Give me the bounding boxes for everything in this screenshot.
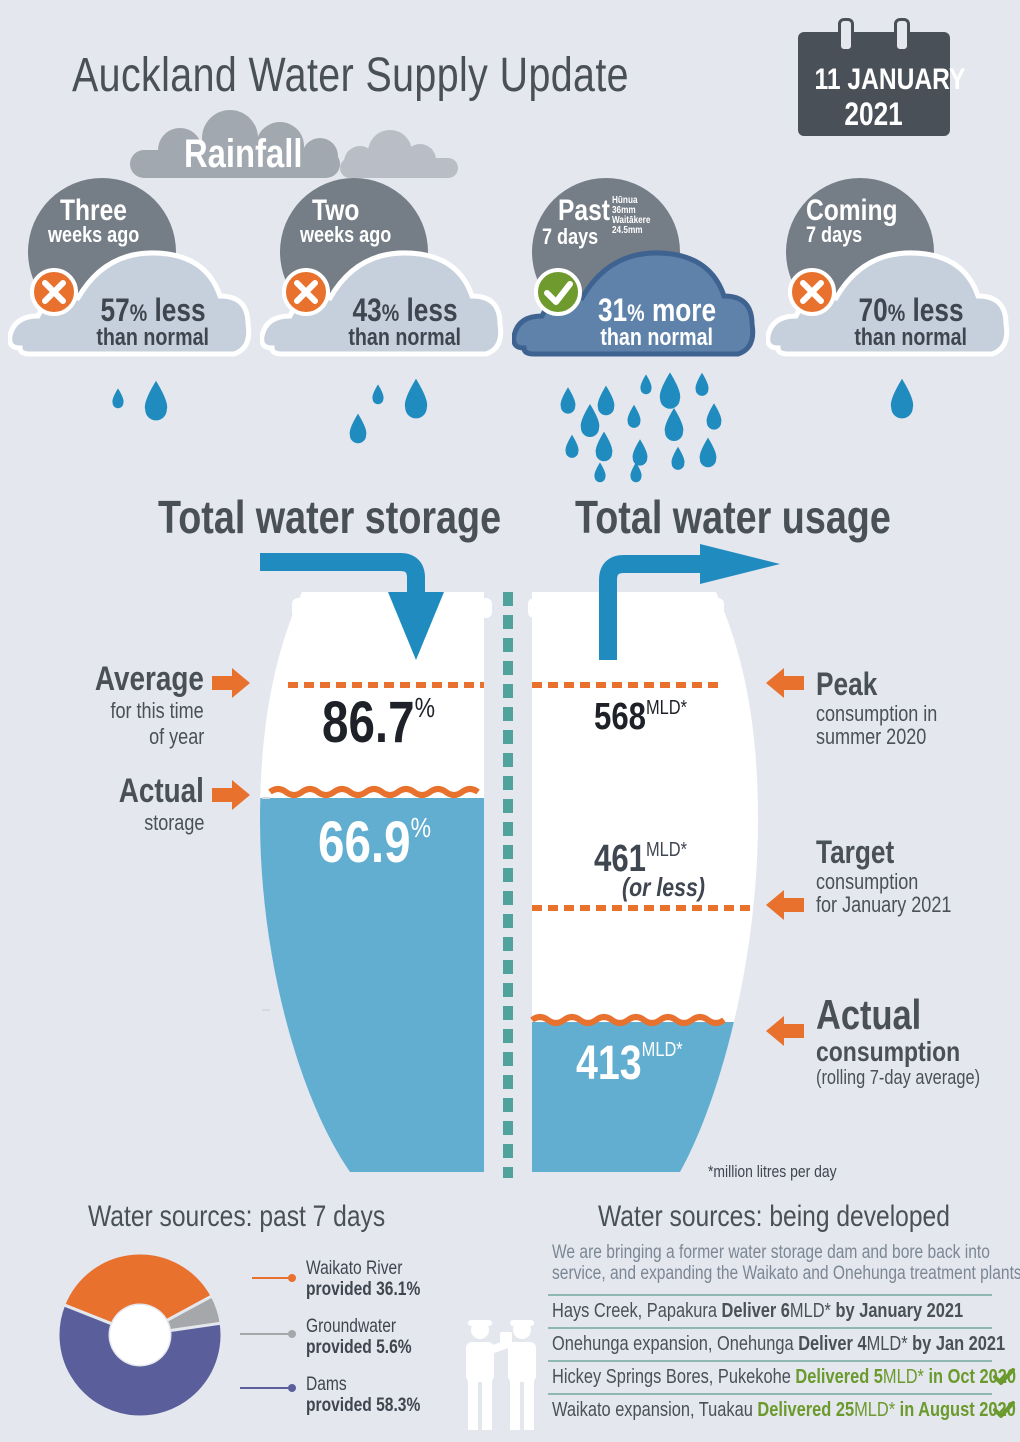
checkmark-icon [993, 1368, 1015, 1385]
actual-storage-label: Actual storage [118, 772, 204, 835]
actual-usage-label: Actual consumption (rolling 7-day averag… [816, 991, 981, 1090]
footnote: *million litres per day [708, 1162, 837, 1181]
rain-drops [890, 378, 914, 419]
legend-groundwater: Groundwater provided 5.6% [306, 1316, 412, 1358]
development-item: Hays Creek, Papakura Deliver 6MLD* by Ja… [552, 1300, 964, 1322]
rainfall-comparison: 31% more than normal [597, 292, 717, 351]
rainfall-period-subtitle: weeks ago [48, 222, 140, 247]
rainfall-comparison: 70% less than normal [854, 292, 968, 351]
legend-dams: Dams provided 58.3% [306, 1374, 421, 1416]
actual-usage-pointer-icon [766, 1016, 804, 1046]
target-usage-note: (or less) [622, 872, 705, 902]
development-item: Hickey Springs Bores, Pukekohe Delivered… [552, 1366, 1016, 1388]
checkmark-icon [993, 1401, 1015, 1418]
actual-storage-value: 66.9% [318, 810, 431, 875]
date-day-month: 11 JANUARY [814, 63, 966, 96]
rainfall-period-subtitle: weeks ago [300, 222, 392, 247]
peak-label: Peak consumption in summer 2020 [816, 666, 938, 749]
date-calendar: 11 JANUARY 2021 [798, 18, 965, 136]
rain-drops [112, 380, 168, 421]
rainfall-comparison: 43% less than normal [348, 292, 462, 351]
development-item: Waikato expansion, Tuakau Delivered 25ML… [552, 1399, 1016, 1421]
rain-drops [560, 372, 722, 483]
rainfall-period-title: Past [558, 194, 610, 227]
rainfall-period-subtitle: 7 days [542, 224, 599, 249]
page-title: Auckland Water Supply Update [72, 49, 629, 102]
calendar-ring-icon [838, 18, 854, 52]
rainfall-period-title: Coming [806, 194, 898, 227]
usage-tank [528, 592, 758, 1172]
rainfall-period-title: Two [312, 194, 360, 227]
peak-pointer-icon [766, 668, 804, 698]
rainfall-comparison: 57% less than normal [96, 292, 210, 351]
rainfall-heading-cloud [130, 110, 458, 178]
peak-usage-value: 568MLD* [594, 696, 688, 738]
calendar-ring-icon [894, 18, 910, 52]
rainfall-period-2: Two weeks ago 43% less than normal [260, 176, 510, 486]
rain-drops [349, 378, 428, 444]
arrow-right-icon [700, 544, 780, 584]
development-item: Onehunga expansion, Onehunga Deliver 4ML… [552, 1333, 1006, 1355]
rainfall-period-title: Three [60, 194, 127, 227]
target-pointer-icon [766, 890, 804, 920]
average-pointer-icon [212, 668, 250, 698]
rainfall-detail: Hūnua 36mm Waitākere 24.5mm [612, 195, 651, 236]
usage-heading: Total water usage [575, 491, 891, 543]
date-year: 2021 [844, 96, 904, 132]
storage-heading: Total water storage [158, 491, 502, 543]
rainfall-period-subtitle: 7 days [806, 222, 863, 247]
storage-tank [260, 592, 492, 1172]
rainfall-period-1: Three weeks ago 57% less than normal [8, 176, 258, 486]
arrow-down-icon [388, 592, 444, 660]
target-label: Target consumption for January 2021 [816, 834, 952, 917]
rainfall-period-3: Past 7 days Hūnua 36mm Waitākere 24.5mm 31% mo… [512, 176, 762, 486]
developing-intro: We are bringing a former water storage d… [552, 1242, 1020, 1284]
rainfall-period-4: Coming 7 days 70% less than normal [766, 176, 1016, 486]
sources-donut-chart [56, 1251, 296, 1419]
average-label: Average for this time of year [94, 660, 204, 749]
rainfall-heading: Rainfall [184, 132, 303, 176]
workers-icon [466, 1320, 536, 1430]
average-storage-value: 86.7% [322, 690, 435, 755]
sources-heading: Water sources: past 7 days [88, 1200, 386, 1233]
actual-storage-pointer-icon [212, 780, 250, 810]
actual-usage-value: 413MLD* [576, 1037, 683, 1090]
legend-waikato-river: Waikato River provided 36.1% [306, 1258, 421, 1300]
tanks-graphic [260, 544, 780, 1178]
target-usage-value: 461MLD* [594, 838, 688, 880]
developing-heading: Water sources: being developed [598, 1200, 950, 1233]
